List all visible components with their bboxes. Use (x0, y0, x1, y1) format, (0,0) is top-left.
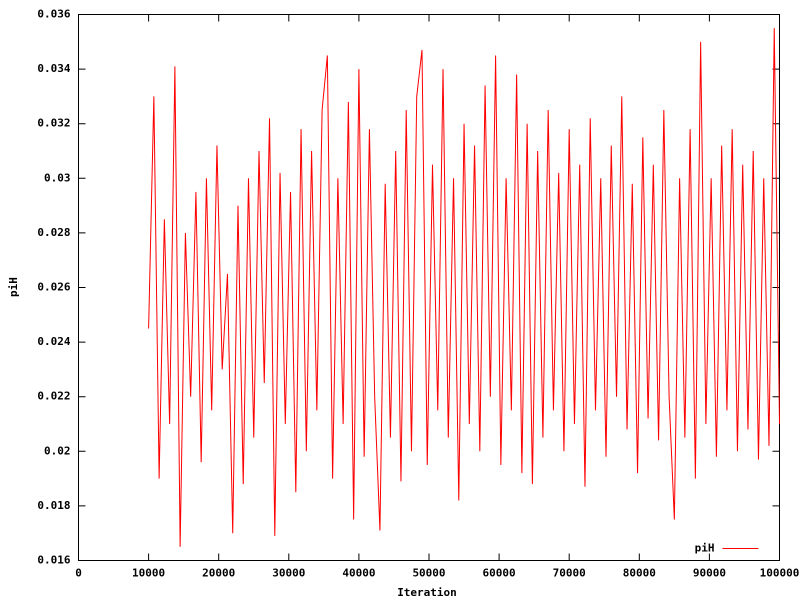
x-tick-label: 20000 (202, 567, 235, 580)
x-tick-label: 70000 (553, 567, 586, 580)
y-tick-label: 0.036 (37, 8, 70, 21)
y-tick-label: 0.022 (37, 390, 70, 403)
x-axis-label: Iteration (397, 586, 457, 599)
x-tick-label: 0 (75, 567, 82, 580)
x-tick-label: 10000 (132, 567, 165, 580)
y-tick-label: 0.028 (37, 226, 70, 239)
y-tick-label: 0.016 (37, 554, 70, 567)
y-tick-label: 0.032 (37, 117, 70, 130)
x-tick-label: 100000 (760, 567, 800, 580)
x-tick-label: 80000 (623, 567, 656, 580)
x-tick-label: 60000 (483, 567, 516, 580)
x-tick-label: 50000 (412, 567, 445, 580)
x-tick-label: 90000 (693, 567, 726, 580)
y-tick-label: 0.03 (44, 171, 71, 184)
legend-label: piH (695, 542, 715, 555)
y-tick-label: 0.02 (44, 444, 71, 457)
y-tick-label: 0.024 (37, 335, 70, 348)
y-tick-label: 0.026 (37, 281, 70, 294)
series-line (148, 28, 780, 547)
y-tick-label: 0.034 (37, 62, 70, 75)
y-tick-label: 0.018 (37, 499, 70, 512)
x-tick-label: 40000 (342, 567, 375, 580)
x-tick-label: 30000 (272, 567, 305, 580)
y-axis-label: piH (7, 277, 20, 297)
